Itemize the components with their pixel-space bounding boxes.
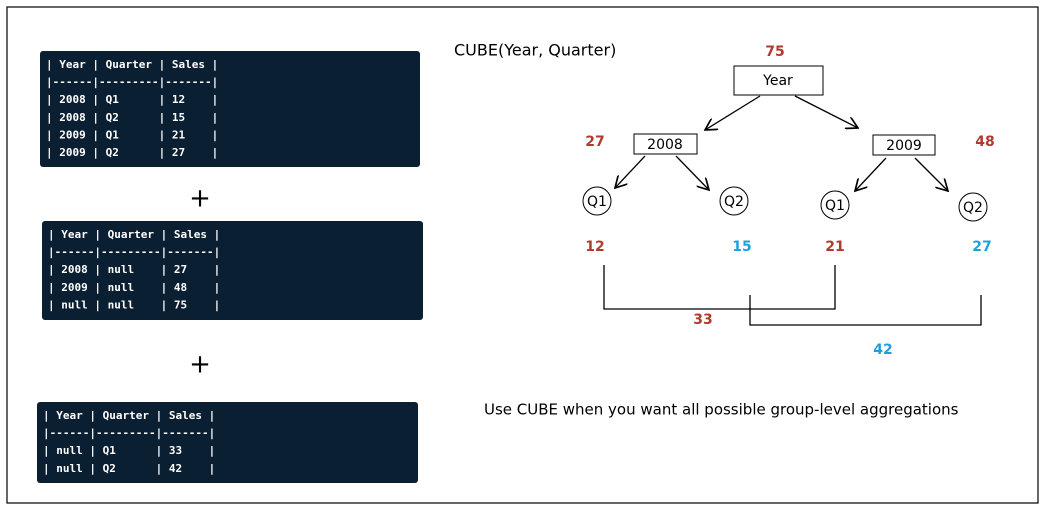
total: 27: [585, 134, 604, 150]
arrow: [855, 157, 887, 191]
code-box: [42, 221, 423, 320]
leaf-label: Q2: [724, 194, 744, 210]
diagram-title: CUBE(Year, Quarter): [454, 41, 616, 60]
code-line: | 2008 | null | 27 |: [48, 263, 220, 276]
leaf-circle: [820, 190, 850, 220]
leaf-label: Q1: [587, 194, 607, 210]
leaf-value: 12: [585, 239, 604, 255]
leaf-circle: [958, 192, 988, 222]
node-label: Year: [762, 73, 793, 89]
leaf-value: 15: [732, 239, 751, 255]
arrow: [914, 157, 948, 191]
code-box: [37, 402, 418, 483]
code-line: | 2009 | null | 48 |: [48, 281, 220, 294]
code-line: | null | null | 75 |: [48, 298, 220, 311]
plus: +: [189, 350, 211, 380]
leaf-circle: [582, 186, 612, 216]
arrow: [794, 95, 858, 128]
code-line: | null | Q1 | 33 |: [43, 444, 215, 457]
arrow: [675, 155, 709, 190]
leaf-label: Q2: [963, 200, 983, 216]
arrow: [615, 155, 646, 188]
quarter-total: 33: [693, 312, 712, 328]
code-line: | null | Q2 | 42 |: [43, 462, 215, 475]
caption: Use CUBE when you want all possible grou…: [484, 401, 959, 419]
leaf-circle: [719, 186, 749, 216]
total: 75: [765, 44, 784, 60]
quarter-total: 42: [873, 342, 892, 358]
node-box: [872, 134, 936, 156]
total: 48: [975, 134, 994, 150]
code-line: |------|---------|-------|: [46, 76, 218, 89]
plus: +: [189, 184, 211, 214]
node-box: [733, 65, 824, 96]
code-line: | 2009 | Q1 | 21 |: [46, 128, 218, 141]
code-line: | 2008 | Q2 | 15 |: [46, 111, 218, 124]
code-line: |------|---------|-------|: [43, 427, 215, 440]
bracket: [749, 295, 982, 326]
code-line: | Year | Quarter | Sales |: [43, 409, 215, 422]
arrows: [615, 95, 948, 191]
arrow: [705, 95, 761, 130]
code-line: | 2008 | Q1 | 12 |: [46, 93, 218, 106]
code-line: | Year | Quarter | Sales |: [46, 58, 218, 71]
node-box: [633, 133, 698, 155]
bracket: [603, 265, 836, 310]
node-label: 2009: [886, 138, 922, 154]
leaf-label: Q1: [825, 198, 845, 214]
code-line: | Year | Quarter | Sales |: [48, 228, 220, 241]
code-line: | 2009 | Q2 | 27 |: [46, 146, 218, 159]
leaf-value: 21: [825, 239, 844, 255]
leaf-value: 27: [972, 239, 991, 255]
node-label: 2008: [647, 137, 683, 153]
code-box: [40, 51, 420, 167]
code-line: |------|---------|-------|: [48, 246, 220, 259]
